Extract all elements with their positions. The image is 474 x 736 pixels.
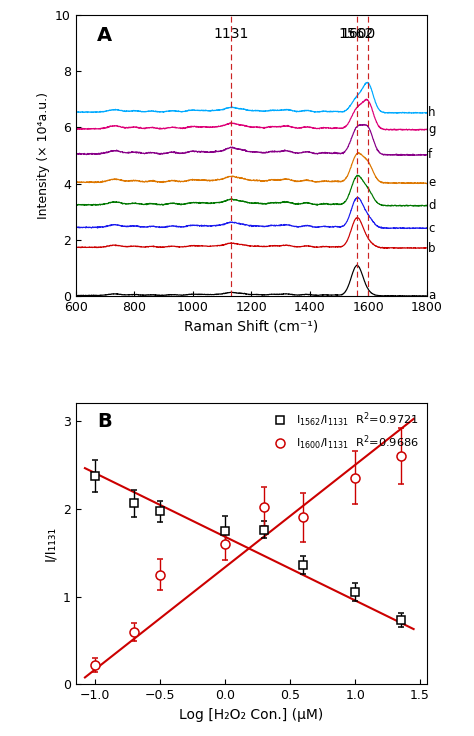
Text: c: c — [428, 222, 435, 235]
Legend: I$_{1562}$/I$_{1131}$  R$^2$=0.9721, I$_{1600}$/I$_{1131}$  R$^2$=0.9686: I$_{1562}$/I$_{1131}$ R$^2$=0.9721, I$_{… — [266, 408, 421, 455]
Y-axis label: Intensity (× 10⁴a.u.): Intensity (× 10⁴a.u.) — [36, 92, 50, 219]
Text: g: g — [428, 123, 436, 136]
Y-axis label: I/I₁₁₃₁: I/I₁₁₃₁ — [44, 526, 57, 562]
Text: B: B — [97, 411, 112, 431]
Text: f: f — [428, 148, 432, 161]
X-axis label: Log [H₂O₂ Con.] (μM): Log [H₂O₂ Con.] (μM) — [179, 708, 323, 722]
Text: a: a — [428, 289, 435, 302]
Text: b: b — [428, 241, 436, 255]
Text: d: d — [428, 199, 436, 213]
Text: A: A — [97, 26, 112, 45]
Text: 1562: 1562 — [338, 27, 373, 41]
X-axis label: Raman Shift (cm⁻¹): Raman Shift (cm⁻¹) — [184, 319, 319, 333]
Text: h: h — [428, 106, 436, 119]
Text: e: e — [428, 177, 435, 189]
Text: 1600: 1600 — [340, 27, 375, 41]
Text: 1131: 1131 — [213, 27, 249, 41]
